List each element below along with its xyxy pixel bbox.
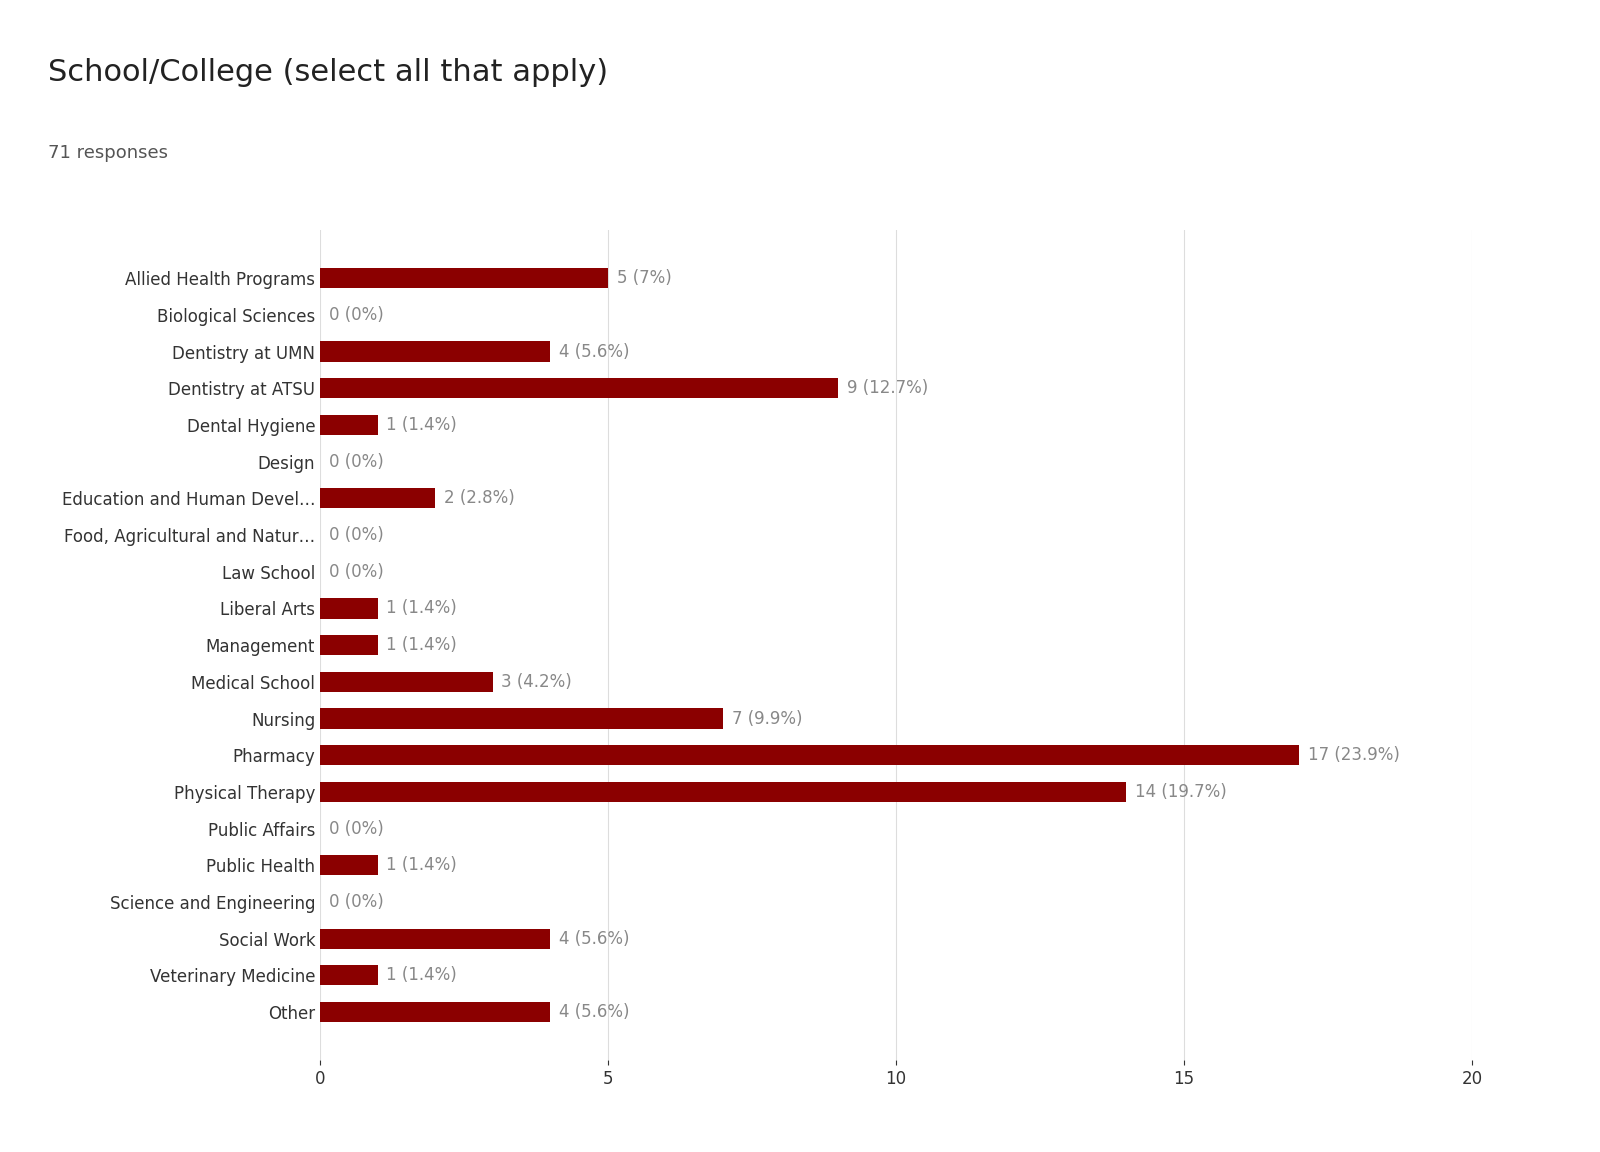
Text: 0 (0%): 0 (0%) (328, 526, 384, 544)
Bar (320, 855, 378, 876)
Text: 0 (0%): 0 (0%) (328, 562, 384, 581)
Text: 4 (5.6%): 4 (5.6%) (558, 342, 629, 361)
Text: 4 (5.6%): 4 (5.6%) (558, 930, 629, 948)
Bar (320, 635, 378, 655)
Bar (320, 965, 378, 985)
Text: 3 (4.2%): 3 (4.2%) (501, 673, 573, 691)
Text: 2 (2.8%): 2 (2.8%) (443, 490, 515, 507)
Text: 0 (0%): 0 (0%) (328, 453, 384, 471)
Text: 1 (1.4%): 1 (1.4%) (386, 636, 458, 654)
Bar (320, 782, 1126, 802)
Text: 14 (19.7%): 14 (19.7%) (1134, 783, 1227, 801)
Text: 4 (5.6%): 4 (5.6%) (558, 1003, 629, 1021)
Text: 0 (0%): 0 (0%) (328, 819, 384, 838)
Bar (320, 1002, 550, 1022)
Text: 0 (0%): 0 (0%) (328, 893, 384, 911)
Text: 1 (1.4%): 1 (1.4%) (386, 856, 458, 874)
Bar (320, 708, 723, 728)
Text: 1 (1.4%): 1 (1.4%) (386, 967, 458, 984)
Text: 9 (12.7%): 9 (12.7%) (846, 379, 928, 397)
Bar (320, 268, 608, 288)
Bar (320, 488, 435, 508)
Text: 7 (9.9%): 7 (9.9%) (731, 710, 802, 728)
Text: School/College (select all that apply): School/College (select all that apply) (48, 58, 608, 86)
Bar (320, 378, 838, 399)
Text: 71 responses: 71 responses (48, 144, 168, 162)
Bar (320, 745, 1299, 765)
Bar (320, 598, 378, 619)
Bar (320, 415, 378, 435)
Text: 1 (1.4%): 1 (1.4%) (386, 599, 458, 617)
Text: 5 (7%): 5 (7%) (616, 270, 672, 287)
Bar (320, 929, 550, 949)
Bar (320, 672, 493, 692)
Text: 0 (0%): 0 (0%) (328, 306, 384, 324)
Text: 1 (1.4%): 1 (1.4%) (386, 416, 458, 434)
Text: 17 (23.9%): 17 (23.9%) (1307, 746, 1400, 764)
Bar (320, 341, 550, 362)
